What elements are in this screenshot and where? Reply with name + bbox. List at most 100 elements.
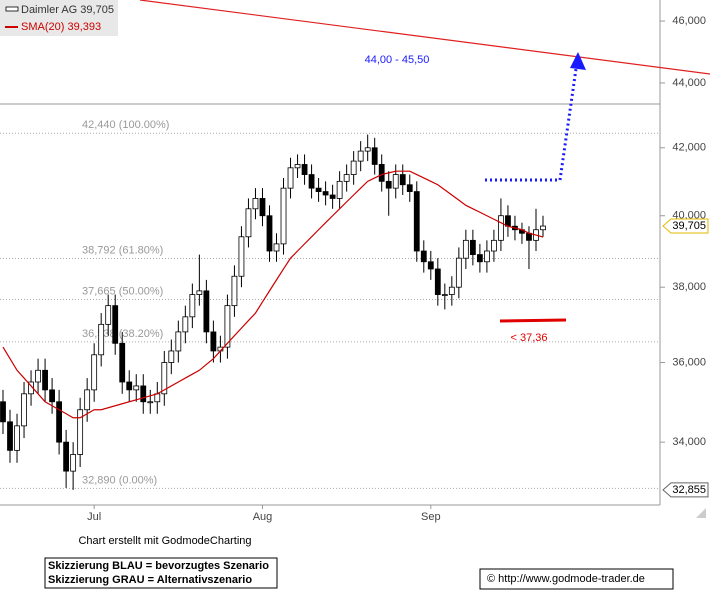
candle-body <box>364 147 371 152</box>
candle-body <box>196 290 203 295</box>
candle-body <box>210 331 217 352</box>
trend-line <box>139 0 710 75</box>
url: © http://www.godmode-trader.de <box>487 573 645 585</box>
blue-sketch <box>485 61 579 182</box>
candle-body <box>406 184 413 192</box>
red-sketch <box>499 318 567 323</box>
candle-body <box>540 225 546 231</box>
candle-body <box>441 294 448 296</box>
candle-body <box>448 286 455 295</box>
y-tick-label: 34,000 <box>672 436 706 448</box>
legend-swatch <box>5 6 19 12</box>
y-tick-label: 36,000 <box>672 356 706 368</box>
candle-body <box>14 425 20 451</box>
legend-box <box>0 0 118 36</box>
plot: 34,00036,00038,00040,00042,00044,00046,0… <box>0 0 709 523</box>
candle-body <box>259 198 266 217</box>
blue-arrow <box>570 52 586 70</box>
candle-body <box>336 180 343 199</box>
price-tag <box>662 482 709 498</box>
legend-label: SMA(20) 39,393 <box>21 21 101 33</box>
price-tag <box>662 218 709 234</box>
x-tick-label: Sep <box>421 511 441 523</box>
candle-body <box>161 362 168 395</box>
candle-body <box>420 250 427 263</box>
candle-body <box>77 409 84 455</box>
candle-body <box>505 215 511 227</box>
candle-body <box>56 401 63 443</box>
fib-label: 37,665 (50.00%) <box>82 285 163 297</box>
candle-body <box>98 323 105 356</box>
candle-body <box>371 147 378 165</box>
url-box <box>479 568 674 590</box>
candle-body <box>427 261 434 270</box>
candle-body <box>112 305 119 344</box>
candle-body <box>63 441 70 472</box>
candle-body <box>105 305 112 325</box>
candle-body <box>476 254 483 263</box>
candle-body <box>526 232 532 241</box>
candle-body <box>462 239 469 259</box>
candle-body <box>238 236 245 277</box>
fib-label: 38,792 (61.80%) <box>82 244 163 256</box>
fib-label: 42,440 (100.00%) <box>82 119 169 131</box>
candle-body <box>154 393 161 403</box>
legend-note-box <box>44 557 278 589</box>
candle-body <box>231 275 238 307</box>
sma-line <box>2 170 544 419</box>
candle-body <box>84 389 91 411</box>
candle-body <box>21 393 27 427</box>
price-tag-label: 39,705 <box>672 220 706 232</box>
candle-body <box>140 385 147 403</box>
candle-body <box>483 250 490 263</box>
legend-note: Skizzierung GRAU = Alternativszenario <box>48 574 252 586</box>
corner-icon <box>696 508 706 518</box>
candle-body <box>350 160 357 175</box>
candle-body <box>224 305 231 348</box>
candle-body <box>119 342 126 383</box>
candle-body <box>322 191 329 196</box>
candle-body <box>469 239 476 255</box>
candle-body <box>378 164 385 182</box>
candle-body <box>315 187 322 192</box>
candle-body <box>147 401 154 404</box>
candle-body <box>399 174 406 186</box>
target-annotation: 44,00 - 45,50 <box>365 54 430 66</box>
candle-body <box>385 180 392 189</box>
candle-body <box>133 385 140 391</box>
candle-body <box>273 243 280 252</box>
candle-body <box>329 194 336 199</box>
y-tick-label: 44,000 <box>672 77 706 89</box>
candle-body <box>7 421 13 451</box>
candle-body <box>491 239 497 252</box>
candle-body <box>357 150 364 162</box>
candle-body <box>175 331 182 352</box>
y-tick-label: 42,000 <box>672 142 706 154</box>
candle-body <box>498 215 504 241</box>
candle-body <box>168 350 175 363</box>
candle-body <box>343 174 350 182</box>
candle-body <box>91 354 98 391</box>
candle-body <box>294 164 301 169</box>
candle-body <box>245 208 252 238</box>
fib-label: 32,890 (0.00%) <box>82 474 157 486</box>
candle-body <box>49 389 55 403</box>
candle-body <box>266 215 273 252</box>
candle-body <box>392 174 399 189</box>
candle-body <box>413 191 420 252</box>
candle-body <box>35 369 41 383</box>
y-tick-label: 46,000 <box>672 15 706 27</box>
candle-body <box>455 257 462 288</box>
price-tag-label: 32,855 <box>672 484 706 496</box>
stop-annotation: < 37,36 <box>510 332 547 344</box>
legend-label: Daimler AG 39,705 <box>21 4 114 16</box>
candle-body <box>203 290 210 333</box>
candle-body <box>287 167 294 189</box>
credit: Chart erstellt mit GodmodeCharting <box>78 535 251 547</box>
candle-body <box>182 316 189 333</box>
candle-body <box>434 268 441 295</box>
y-tick-label: 38,000 <box>672 281 706 293</box>
legend-note: Skizzierung BLAU = bevorzugtes Szenario <box>48 560 269 572</box>
